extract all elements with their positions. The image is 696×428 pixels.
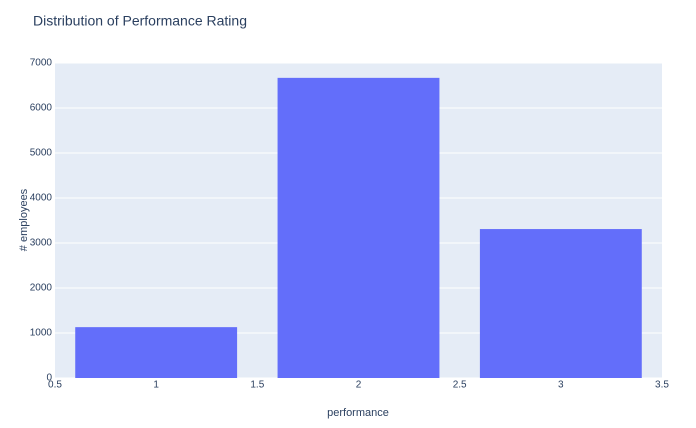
chart-title: Distribution of Performance Rating — [33, 13, 247, 29]
y-tick-label: 0 — [46, 373, 52, 384]
y-tick-label: 5000 — [30, 148, 53, 159]
x-tick-label: 2 — [356, 380, 362, 391]
bar — [75, 327, 238, 378]
y-axis-title: # employees — [18, 188, 30, 251]
bar — [277, 77, 440, 378]
bar — [479, 229, 642, 378]
x-tick-label: 3 — [558, 380, 564, 391]
y-tick-label: 6000 — [30, 103, 53, 114]
y-tick-label: 3000 — [30, 238, 53, 249]
x-axis-title: performance — [327, 407, 389, 419]
x-tick-label: 3.5 — [655, 380, 669, 391]
y-tick-label: 7000 — [30, 58, 53, 69]
y-tick-label: 1000 — [30, 328, 53, 339]
y-tick-label: 4000 — [30, 193, 53, 204]
x-tick-label: 2.5 — [453, 380, 467, 391]
y-tick-label: 2000 — [30, 283, 53, 294]
x-tick-label: 0.5 — [48, 380, 62, 391]
x-tick-label: 1.5 — [250, 380, 264, 391]
x-tick-label: 1 — [153, 380, 159, 391]
